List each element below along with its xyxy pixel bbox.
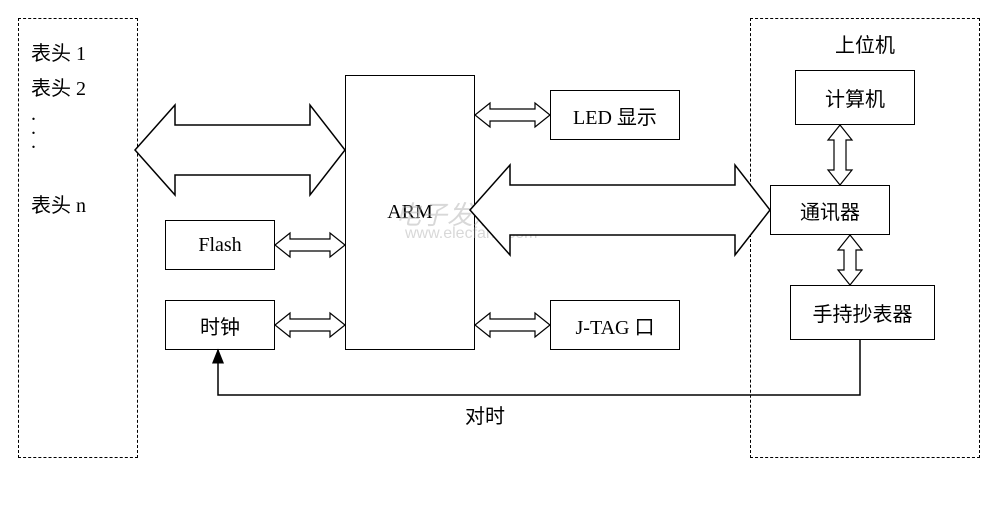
arm-led-arrow (475, 103, 550, 127)
sync-line (218, 340, 860, 395)
arrows-svg (0, 0, 999, 506)
flash-arm-arrow (275, 233, 345, 257)
clock-arm-arrow (275, 313, 345, 337)
arm-jtag-arrow (475, 313, 550, 337)
can-arrow (135, 105, 345, 195)
comm-handheld-arrow (838, 235, 862, 285)
comm-computer-arrow (828, 125, 852, 185)
rs232-arrow (470, 165, 770, 255)
